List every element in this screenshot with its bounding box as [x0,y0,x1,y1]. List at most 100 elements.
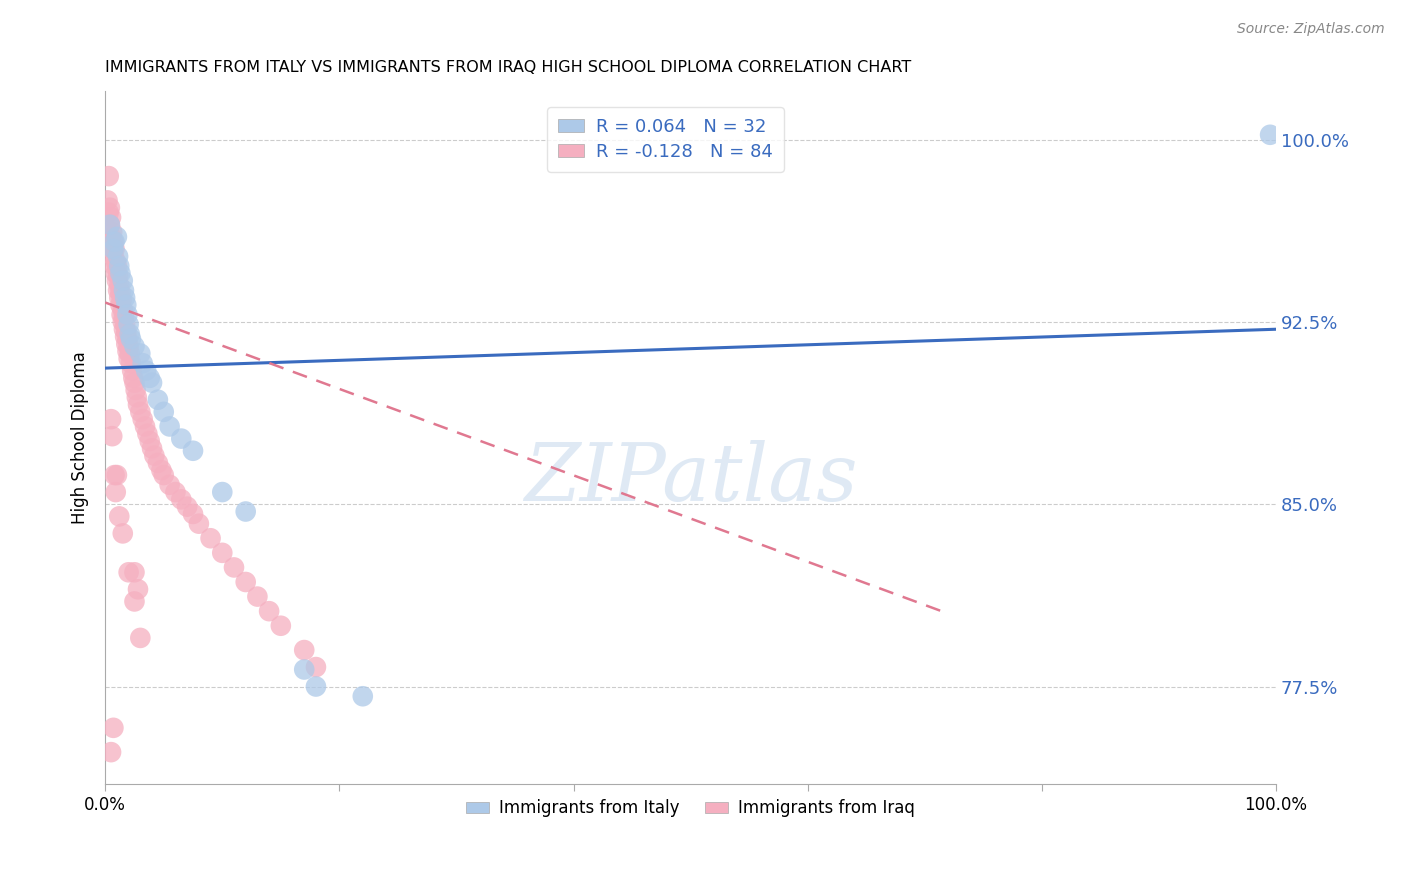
Point [100,745,122,759]
Text: Source: ZipAtlas.com: Source: ZipAtlas.com [1237,22,1385,37]
Point [98,218,121,232]
Point [100,412,122,426]
Point [117,344,139,359]
Point [170,432,193,446]
Point [146,392,169,407]
Point [111,274,134,288]
Point [135,363,157,377]
Legend: Immigrants from Italy, Immigrants from Iraq: Immigrants from Italy, Immigrants from I… [460,793,922,824]
Point [110,298,132,312]
Point [107,283,129,297]
Point [121,363,143,377]
Point [108,278,131,293]
Point [129,631,152,645]
Point [159,477,181,491]
Point [159,419,181,434]
Point [98,218,121,232]
Point [176,500,198,514]
Point [120,356,142,370]
Point [292,643,315,657]
Point [129,405,152,419]
Point [181,507,204,521]
Point [211,546,233,560]
Point [124,376,146,390]
Point [138,434,160,448]
Text: ZIPatlas: ZIPatlas [524,440,858,517]
Point [131,412,153,426]
Point [120,332,142,346]
Point [114,291,136,305]
Point [143,449,166,463]
Point [146,456,169,470]
Point [127,582,149,597]
Point [110,308,132,322]
Point [107,249,129,263]
Point [100,230,122,244]
Point [107,268,129,283]
Point [103,235,125,249]
Point [103,242,125,256]
Point [103,249,125,263]
Point [111,302,134,317]
Point [104,254,127,268]
Point [117,318,139,332]
Point [141,376,163,390]
Point [115,336,138,351]
Point [141,442,163,456]
Point [117,308,139,322]
Point [165,485,187,500]
Point [101,225,124,239]
Point [152,468,174,483]
Point [108,509,131,524]
Point [122,371,145,385]
Point [150,463,173,477]
Point [211,485,233,500]
Point [124,566,146,580]
Point [105,468,128,483]
Point [101,429,124,443]
Point [97,169,120,183]
Point [305,680,328,694]
Point [96,194,118,208]
Point [235,504,257,518]
Point [118,346,141,360]
Point [118,327,141,342]
Point [124,383,146,397]
Point [200,531,222,545]
Point [103,468,125,483]
Point [117,332,139,346]
Point [114,318,136,332]
Point [110,285,132,300]
Point [104,485,127,500]
Point [136,426,159,441]
Point [103,721,125,735]
Point [117,351,139,366]
Point [115,298,138,312]
Point [134,419,156,434]
Point [112,322,135,336]
Point [111,315,134,329]
Point [257,604,280,618]
Point [235,574,257,589]
Point [110,293,132,307]
Point [292,663,315,677]
Point [124,339,146,353]
Point [103,259,125,273]
Point [111,526,134,541]
Point [108,259,131,273]
Point [114,329,136,343]
Point [117,339,139,353]
Text: IMMIGRANTS FROM ITALY VS IMMIGRANTS FROM IRAQ HIGH SCHOOL DIPLOMA CORRELATION CH: IMMIGRANTS FROM ITALY VS IMMIGRANTS FROM… [105,60,911,75]
Point [98,201,121,215]
Point [222,560,245,574]
Point [125,390,148,404]
Point [127,398,149,412]
Point [181,443,204,458]
Point [187,516,209,531]
Point [270,619,292,633]
Point [103,242,125,256]
Point [100,211,122,225]
Point [352,690,374,704]
Point [112,283,135,297]
Point [105,274,128,288]
